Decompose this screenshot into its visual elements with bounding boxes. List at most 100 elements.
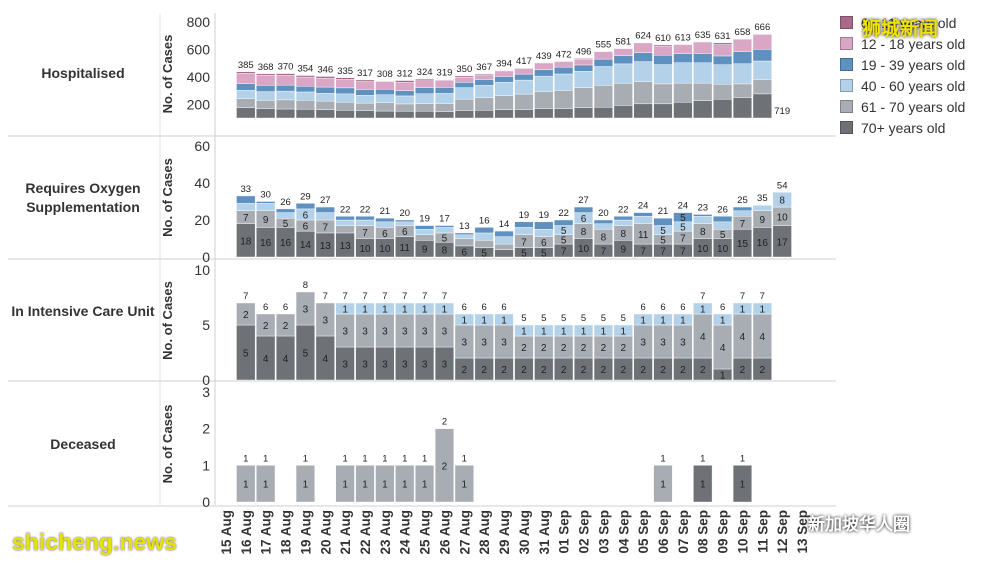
- bar-segment: [454, 82, 474, 88]
- bar-segment: [454, 110, 474, 119]
- segment-label: 1: [541, 327, 547, 338]
- bar-segment: [415, 93, 435, 104]
- bar-segment: [295, 100, 315, 110]
- bar-segment: [653, 83, 673, 105]
- segment-label: 2: [541, 365, 547, 376]
- segment-label: 1: [501, 316, 507, 327]
- bar-segment: [395, 90, 415, 97]
- total-label: 14: [499, 219, 510, 230]
- bar-segment: [415, 302, 435, 315]
- bar-segment: [534, 229, 554, 237]
- segment-label: 5: [521, 248, 527, 259]
- segment-label: 4: [322, 354, 328, 365]
- x-tick-label: 23 Aug: [378, 510, 393, 555]
- segment-label: 10: [379, 244, 391, 255]
- x-tick-label: 15 Aug: [219, 510, 234, 555]
- segment-label: 1: [561, 327, 567, 338]
- bar-segment: [375, 81, 395, 90]
- bar-segment: [593, 58, 613, 67]
- total-label: 6: [660, 302, 665, 313]
- total-label: 5: [541, 313, 546, 324]
- bar-segment: [454, 98, 474, 111]
- row-label-icu: In Intensive Care Unit: [11, 303, 155, 319]
- bar-segment: [574, 59, 594, 66]
- x-tick-label: 11 Sep: [755, 510, 770, 553]
- bar-segment: [534, 221, 554, 230]
- bar-segment: [315, 206, 335, 213]
- bar-segment: [633, 216, 653, 224]
- segment-label: 3: [362, 327, 368, 338]
- total-label: 1: [362, 453, 367, 464]
- x-tick-label: 21 Aug: [338, 510, 353, 555]
- bar-segment: [514, 68, 534, 75]
- bar-segment: [415, 111, 435, 119]
- bar-segment: [693, 53, 713, 63]
- x-tick-label: 28 Aug: [477, 510, 492, 555]
- total-label: 335: [337, 66, 353, 77]
- segment-label: 1: [422, 305, 428, 316]
- bar-segment: [236, 73, 256, 84]
- bar-segment: [693, 216, 713, 224]
- bar-segment: [415, 234, 435, 241]
- legend-swatch: [840, 58, 853, 71]
- segment-label: 6: [382, 229, 388, 240]
- total-label: 26: [280, 197, 291, 208]
- bar-segment: [256, 465, 276, 503]
- segment-label: 2: [283, 321, 289, 332]
- panel-2: No. of Cases 0 5 10 5 2 7 4 2 6 4 2 6 5 3 8 4 3 7 3 3 1 7 3 3 1 7 3…: [160, 262, 772, 388]
- y-tick-label: 2: [202, 421, 210, 437]
- legend-label: 0 - 11 years old: [861, 14, 957, 31]
- bar-segment: [713, 221, 733, 230]
- bar-segment: [295, 91, 315, 101]
- bar-segment: [415, 225, 435, 230]
- segment-label: 10: [717, 244, 729, 255]
- total-label: 6: [263, 302, 268, 313]
- total-label: 350: [456, 64, 472, 75]
- total-label: 5: [621, 313, 626, 324]
- segment-label: 17: [777, 237, 789, 248]
- bar-segment: [633, 103, 653, 119]
- segment-label: 2: [700, 365, 706, 376]
- segment-label: 2: [561, 343, 567, 354]
- segment-label: 3: [342, 327, 348, 338]
- bar-segment: [752, 49, 772, 62]
- bar-segment: [613, 219, 633, 226]
- bar-segment: [633, 81, 653, 105]
- segment-label: 2: [561, 365, 567, 376]
- bar-segment: [514, 79, 534, 95]
- total-label: 7: [382, 291, 387, 302]
- bar-segment: [713, 42, 733, 45]
- total-label: 7: [323, 291, 328, 302]
- bar-segment: [335, 302, 355, 315]
- total-label: 581: [615, 36, 631, 47]
- bar-segment: [653, 64, 673, 85]
- bar-segment: [256, 85, 276, 92]
- segment-label: 2: [581, 365, 587, 376]
- bar-segment: [574, 107, 594, 119]
- bar-segment: [454, 465, 474, 503]
- segment-label: 16: [260, 238, 272, 249]
- x-tick-label: 06 Sep: [656, 510, 671, 554]
- total-label: 6: [640, 302, 645, 313]
- segment-label: 8: [779, 196, 785, 207]
- bar-segment: [474, 97, 494, 111]
- segment-label: 1: [601, 327, 607, 338]
- bar-segment: [355, 219, 375, 226]
- segment-label: 1: [640, 316, 646, 327]
- bar-segment: [415, 103, 435, 112]
- bar-segment: [494, 230, 514, 237]
- bar-segment: [395, 82, 415, 91]
- segment-label: 11: [638, 230, 649, 241]
- bar-segment: [554, 61, 574, 68]
- total-label: 6: [283, 302, 288, 313]
- bar-segment: [355, 94, 375, 104]
- bar-segment: [415, 465, 435, 503]
- x-tick-label: 16 Aug: [239, 510, 254, 555]
- segment-label: 5: [680, 222, 686, 233]
- segment-label: 2: [462, 365, 468, 376]
- y-tick-label: 3: [202, 384, 210, 400]
- bar-segment: [713, 55, 733, 65]
- legend-item: 12 - 18 years old: [840, 33, 965, 54]
- bar-segment: [653, 313, 673, 326]
